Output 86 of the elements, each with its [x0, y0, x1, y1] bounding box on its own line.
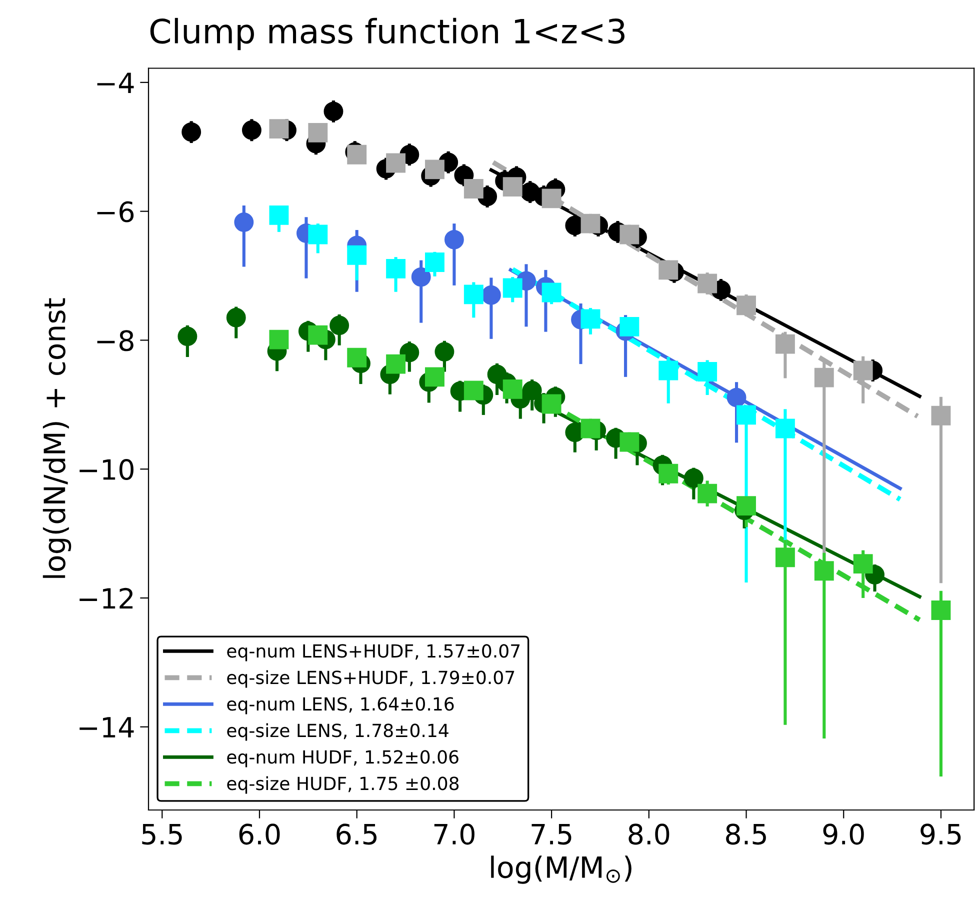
legend-label: eq-size HUDF, 1.75 ±0.08 [227, 776, 459, 794]
legend-label: eq-num LENS+HUDF, 1.57±0.07 [227, 644, 520, 662]
point [425, 367, 444, 387]
point [853, 360, 873, 380]
y-tick-label: −12 [80, 588, 133, 609]
point [464, 179, 484, 198]
point [425, 160, 444, 180]
x-tick-label: 8.5 [726, 824, 766, 845]
point [242, 120, 262, 140]
point [542, 282, 562, 302]
point [814, 561, 834, 581]
y-axis-title: log(dN/dM) + const [42, 298, 72, 578]
point [330, 316, 350, 336]
point [464, 380, 484, 400]
x-tick-label: 6.0 [239, 824, 280, 845]
point [347, 245, 367, 265]
legend-label: eq-num HUDF, 1.52±0.06 [227, 750, 458, 768]
point [684, 468, 704, 488]
point [481, 285, 501, 305]
point [620, 316, 640, 336]
point [775, 334, 795, 354]
point [658, 360, 678, 380]
point [434, 342, 454, 362]
x-axis-title: log(M/M$_{⊙}$) [491, 856, 632, 884]
point [931, 406, 951, 426]
legend-label: eq-num LENS, 1.64±0.16 [227, 697, 454, 714]
point [502, 278, 522, 298]
x-tick-label: 8.0 [628, 824, 670, 845]
y-tick-label: −14 [80, 717, 134, 738]
x-tick-label: 7.5 [532, 824, 572, 845]
point [698, 274, 718, 294]
point [386, 354, 406, 374]
point [814, 368, 834, 388]
x-tick-label: 5.5 [142, 824, 182, 845]
chart-title: Clump mass function 1<z<3 [150, 18, 624, 50]
point [658, 260, 678, 280]
point [178, 326, 198, 346]
x-tick-label: 6.5 [336, 824, 377, 845]
point [464, 284, 484, 304]
point [502, 379, 522, 399]
legend-label: eq-size LENS, 1.78±0.14 [227, 723, 448, 741]
point [775, 548, 795, 568]
point [726, 388, 746, 408]
point [698, 484, 718, 504]
point [658, 464, 678, 484]
point [931, 600, 951, 620]
y-tick-label: −4 [97, 72, 134, 93]
point [400, 342, 420, 362]
point [269, 330, 289, 350]
x-tick-label: 9.0 [823, 824, 864, 845]
y-tick-label: −10 [80, 459, 134, 480]
point [234, 212, 254, 232]
point [386, 258, 406, 278]
point [620, 224, 640, 244]
point [411, 267, 431, 287]
point [775, 418, 795, 438]
point [853, 554, 873, 574]
x-tick-label: 9.5 [920, 824, 961, 845]
y-tick-label: −8 [97, 330, 134, 352]
point [425, 252, 444, 272]
y-tick-label: −6 [97, 201, 134, 222]
point [522, 380, 542, 400]
point [620, 432, 640, 452]
point [542, 188, 562, 208]
point [580, 309, 600, 329]
x-tick-label: 7.0 [434, 824, 474, 845]
point [580, 418, 600, 438]
point [269, 205, 289, 225]
point [324, 102, 344, 122]
point [226, 308, 246, 328]
point [386, 153, 406, 173]
point [736, 405, 756, 425]
point [308, 122, 328, 142]
point [698, 362, 718, 382]
point [308, 224, 328, 244]
point [736, 496, 756, 516]
point [444, 230, 464, 250]
point [580, 214, 600, 234]
point [269, 119, 289, 139]
point [542, 394, 562, 414]
legend-label: eq-size LENS+HUDF, 1.79±0.07 [227, 670, 514, 688]
point [347, 348, 367, 368]
point [182, 122, 202, 142]
point [308, 325, 328, 345]
point [502, 177, 522, 197]
point [736, 296, 756, 316]
